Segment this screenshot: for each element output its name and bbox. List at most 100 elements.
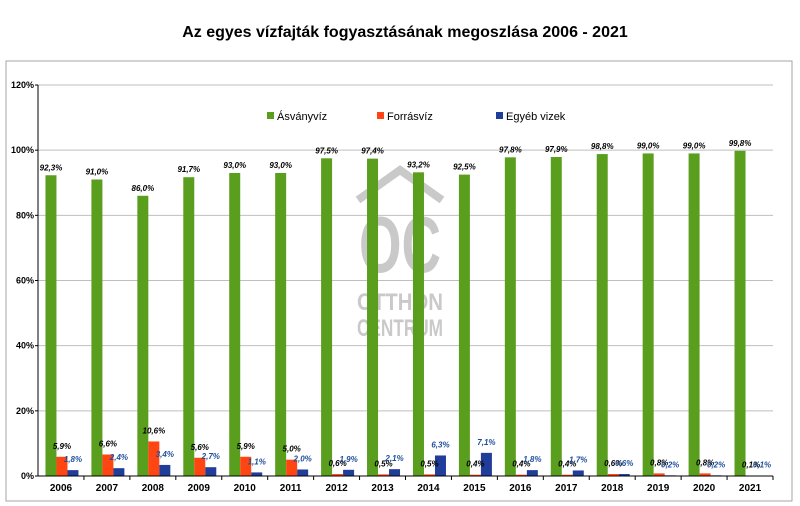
bar-ásványvíz: [91, 179, 103, 476]
y-tick-label: 80%: [16, 210, 34, 220]
data-label: 2,1%: [384, 454, 403, 463]
bar-egyéb-vizek: [480, 452, 492, 476]
bar-egyéb-vizek: [572, 470, 584, 476]
bar-egyéb-vizek: [251, 472, 263, 476]
x-tick-label: 2020: [693, 483, 716, 494]
data-label: 1,7%: [569, 455, 587, 464]
data-label: 10,6%: [143, 426, 166, 435]
bar-forrásvíz: [332, 474, 344, 476]
data-label: 0,5%: [420, 459, 438, 468]
bar-ásványvíz: [688, 153, 700, 477]
bar-egyéb-vizek: [618, 474, 630, 476]
data-label: 92,5%: [453, 163, 476, 172]
x-tick-label: 2013: [371, 483, 394, 494]
bar-ásványvíz: [596, 154, 608, 476]
data-label: 98,8%: [591, 142, 614, 151]
data-label: 0,8%: [650, 458, 668, 467]
bar-egyéb-vizek: [343, 469, 355, 476]
chart-title: Az egyes vízfajták fogyasztásának megosz…: [182, 24, 628, 41]
data-label: 1,9%: [339, 455, 357, 464]
bar-ásványvíz: [229, 172, 241, 476]
bar-forrásvíz: [699, 473, 711, 476]
data-label: 5,9%: [53, 442, 71, 451]
bar-ásványvíz: [642, 153, 654, 477]
x-tick-label: 2017: [555, 483, 578, 494]
legend-swatch: [267, 112, 274, 119]
data-labels: 92,3% 5,9% 1,8% 91,0% 6,6% 2,4% 86,0% 10,6% 3,4%…: [40, 139, 772, 470]
data-label: 7,1%: [477, 438, 495, 447]
data-label: 0,4%: [558, 460, 576, 469]
data-label: 6,6%: [99, 439, 117, 448]
data-label: 97,4%: [361, 147, 384, 156]
bar-forrásvíz: [148, 441, 160, 476]
x-tick-label: 2006: [50, 483, 73, 494]
data-label: 97,9%: [545, 145, 568, 154]
bar-ásványvíz: [412, 172, 424, 476]
bar-ásványvíz: [504, 157, 516, 476]
data-label: 93,2%: [407, 160, 430, 169]
x-tick-label: 2007: [96, 483, 119, 494]
data-label: 5,9%: [237, 442, 255, 451]
bar-ásványvíz: [137, 195, 149, 477]
bar-forrásvíz: [378, 474, 390, 476]
x-tick-label: 2016: [509, 483, 532, 494]
bar-ásványvíz: [458, 174, 470, 476]
x-tick-label: 2010: [234, 483, 257, 494]
x-tick-label: 2015: [463, 483, 486, 494]
data-label: 0,4%: [466, 460, 484, 469]
legend-label: Forrásvíz: [387, 111, 433, 123]
data-label: 1,8%: [64, 455, 82, 464]
bars: [45, 150, 768, 477]
data-label: 93,0%: [269, 161, 292, 170]
bar-egyéb-vizek: [434, 455, 446, 476]
y-tick-label: 40%: [16, 341, 34, 351]
data-label: 0,6%: [328, 459, 346, 468]
bar-ásványvíz: [183, 177, 195, 477]
legend-swatch: [377, 112, 384, 119]
legend: Ásványvíz Forrásvíz Egyéb vizek: [267, 110, 566, 123]
bar-forrásvíz: [102, 454, 114, 476]
bar-ásványvíz: [734, 150, 746, 476]
chart-frame: [5, 60, 793, 502]
bar-egyéb-vizek: [297, 469, 309, 476]
x-tick-label: 2012: [325, 483, 348, 494]
bar-forrásvíz: [607, 474, 619, 476]
data-label: 5,6%: [191, 443, 209, 452]
bar-egyéb-vizek: [67, 470, 79, 476]
y-tick-label: 120%: [11, 80, 34, 90]
data-label: 0,5%: [374, 459, 392, 468]
bar-ásványvíz: [321, 158, 333, 476]
data-label: 1,1%: [248, 457, 266, 466]
x-tick-label: 2009: [188, 483, 211, 494]
data-label: 2,0%: [293, 454, 312, 463]
y-tick-label: 100%: [11, 145, 34, 155]
y-tick-label: 20%: [16, 406, 34, 416]
data-label: 2,7%: [201, 452, 220, 461]
bar-egyéb-vizek: [159, 464, 171, 476]
bar-ásványvíz: [275, 172, 287, 476]
data-label: 0,6%: [604, 459, 622, 468]
x-tick-label: 2021: [739, 483, 762, 494]
bar-forrásvíz: [561, 474, 573, 476]
bar-forrásvíz: [194, 457, 206, 476]
data-label: 97,5%: [315, 146, 338, 155]
bar-ásványvíz: [367, 158, 379, 476]
data-label: 91,0%: [86, 167, 109, 176]
x-tick-label: 2008: [142, 483, 165, 494]
y-tick-label: 0%: [21, 471, 34, 481]
bar-egyéb-vizek: [389, 469, 401, 476]
data-label: 97,8%: [499, 145, 522, 154]
data-label: 1,8%: [523, 455, 541, 464]
y-tick-label: 60%: [16, 276, 34, 286]
data-label: 6,3%: [431, 440, 449, 449]
x-tick-label: 2018: [601, 483, 624, 494]
bar-ásványvíz: [550, 157, 562, 477]
bar-forrásvíz: [653, 473, 665, 476]
data-label: 91,7%: [177, 165, 200, 174]
data-label: 92,3%: [40, 163, 63, 172]
data-label: 0,1%: [753, 461, 771, 470]
data-label: 2,4%: [109, 453, 128, 462]
x-axis-ticks: 2006 2007 2008 2009 2010 2011 2012 2013 2014 2015…: [50, 476, 774, 494]
data-label: 0,4%: [512, 460, 530, 469]
